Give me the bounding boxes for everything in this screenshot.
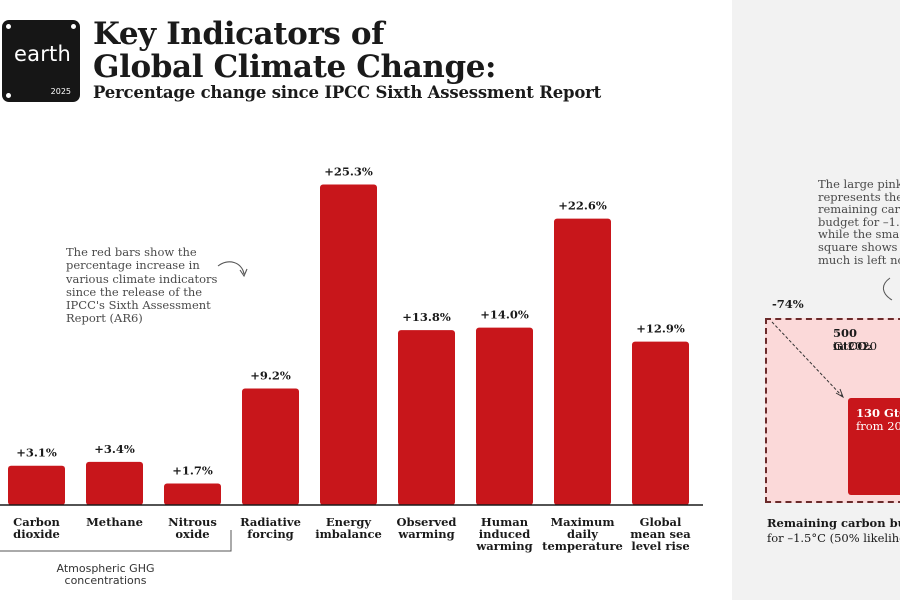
bar [554,218,611,505]
category-label: forcing [247,527,293,541]
budget-title: Remaining carbon budge [767,516,900,530]
carbon-budget-panel: The large pink represents the remaining … [732,0,900,600]
title-line-2: Global Climate Change: [93,49,497,85]
bar-value-label: +13.8% [402,310,451,324]
category-label: Human [481,515,529,529]
title-line-1: Key Indicators of [93,16,385,52]
category-label: Energy [326,515,372,529]
annotation-line: since the release of the [66,284,203,299]
bar [320,184,377,506]
group-bracket [0,530,232,552]
budget-now-value: 130 GtCO₂ [856,406,900,420]
category-label: dioxide [13,527,60,541]
budget-subtitle: for –1.5°C (50% likeliho [767,531,900,545]
category-label: level rise [631,539,689,553]
earth-logo: earth 2025 [2,20,80,102]
panel-note-line: budget for –1. [818,214,900,229]
panel-note-line: much is left no [818,252,900,267]
bar [86,461,143,505]
bar-value-label: +3.4% [94,442,135,456]
category-label: Carbon [13,515,60,529]
panel-note-line: The large pink [818,177,900,191]
bar-value-label: +22.6% [558,199,607,213]
panel-arrows [771,277,893,399]
bar [398,330,455,505]
category-label: mean sea [630,527,691,541]
annotation-arrow-icon [239,268,248,278]
bar [476,327,533,505]
bar [8,465,65,505]
remaining-budget-now-square [848,398,900,495]
group-label: concentrations [65,574,147,587]
annotation-line: The red bars show the [66,245,197,259]
category-label: daily [567,527,598,541]
category-label: Radiative [240,515,301,529]
panel-note-line: square shows [818,239,898,254]
panel-note-line: remaining car [818,202,900,217]
annotation-line: Report (AR6) [66,311,143,326]
logo-word: earth [14,42,71,66]
category-label: oxide [175,527,209,541]
page-subtitle: Percentage change since IPCC Sixth Asses… [93,83,602,102]
bar [242,388,299,505]
category-label: induced [479,527,531,541]
panel-arrow-icon [883,277,893,301]
logo-year: 2025 [50,87,71,96]
logo-corner-dot [6,24,11,29]
chart-annotation: The red bars show the percentage increas… [66,245,241,326]
category-label: Observed [397,515,457,529]
bar-value-label: +14.0% [480,308,529,322]
budget-2020-sub: in 2020 [833,339,878,353]
panel-note: The large pink represents the remaining … [818,178,900,266]
group-label: Atmospheric GHG [57,562,155,575]
logo-corner-dot [71,24,76,29]
category-label: warming [475,539,532,553]
bar [164,483,221,505]
logo-corner-dot [6,93,11,98]
page-title: Key Indicators of Global Climate Change: [93,18,496,84]
reduction-arrow [771,321,843,397]
panel-note-line: while the sma [818,227,900,242]
panel-note-line: represents the [818,189,900,204]
category-label: temperature [542,539,623,553]
reduction-percent: -74% [772,297,804,311]
annotation-arrow-icon [217,261,245,275]
annotation-line: IPCC's Sixth Assessment [66,298,211,313]
annotation-line: various climate indicators [66,271,218,286]
category-label: Methane [86,515,143,529]
budget-2020-value: 500 GtCO₂ [833,326,873,353]
category-label: imbalance [315,527,382,541]
annotation-line: percentage increase in [66,258,200,273]
category-label: Global [640,515,682,529]
category-label: Maximum [550,515,614,529]
bar [632,341,689,505]
reduction-arrow-head-icon [835,388,844,399]
bar-value-label: +3.1% [16,446,57,460]
bar-value-label: +12.9% [636,322,685,336]
category-label: Nitrous [168,515,217,529]
category-label: warming [397,527,454,541]
bar-value-label: +9.2% [250,368,291,382]
bar-value-label: +1.7% [172,463,213,477]
bar-value-label: +25.3% [324,164,373,178]
budget-now-sub: from 202 [856,419,900,433]
